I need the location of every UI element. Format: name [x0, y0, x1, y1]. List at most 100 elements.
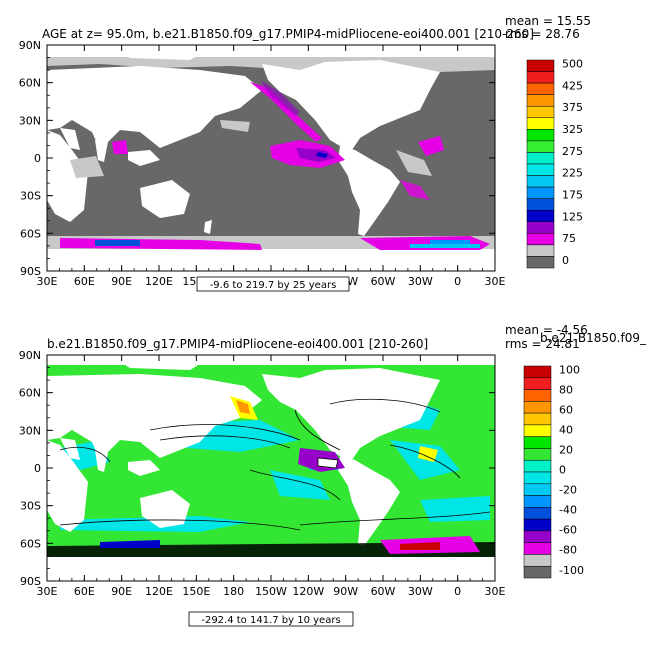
- colorbar-swatch: [526, 221, 555, 234]
- x-tick-label: 150E: [182, 585, 210, 598]
- panel-2-title-overlap: b.e21.B1850.f09_: [540, 331, 647, 345]
- y-tick-label: 0: [34, 152, 41, 165]
- colorbar-swatch: [523, 389, 552, 402]
- colorbar-swatch: [526, 71, 555, 84]
- colorbar-label: -40: [559, 504, 577, 517]
- colorbar-swatch: [526, 117, 555, 130]
- colorbar-swatch: [523, 507, 552, 520]
- panel-2-map: [47, 355, 495, 581]
- panel-2-axes: 30E 60E 90E 120E 150E 180 150W 120W 90W 60W 30W 0 30…: [19, 349, 506, 598]
- colorbar-swatch: [526, 140, 555, 153]
- x-tick-label: 90W: [333, 585, 358, 598]
- colorbar-label: -80: [559, 544, 577, 557]
- colorbar-label: 20: [559, 444, 573, 457]
- x-tick-label: 90E: [111, 585, 132, 598]
- y-tick-label: 30S: [20, 500, 41, 513]
- colorbar-label: 175: [562, 188, 583, 201]
- colorbar-swatch: [526, 209, 555, 223]
- colorbar-swatch: [523, 377, 552, 390]
- x-tick-label: 120E: [145, 585, 173, 598]
- colorbar-swatch: [523, 530, 552, 543]
- x-tick-label: 120W: [292, 585, 324, 598]
- panel-1-rms: rms = 28.76: [505, 27, 580, 41]
- panel-2-colorbar: 100 80 60 40 20 0 -20 -40 -60 -80 -100: [523, 364, 584, 579]
- colorbar-label: 0: [562, 254, 569, 267]
- y-tick-label: 60N: [19, 387, 41, 400]
- x-tick-label: 30E: [37, 585, 58, 598]
- colorbar-swatch: [526, 198, 555, 211]
- colorbar-label: 60: [559, 404, 573, 417]
- panel-2: b.e21.B1850.f09_g17.PMIP4-midPliocene-eo…: [19, 323, 647, 627]
- colorbar-swatch: [526, 175, 555, 188]
- colorbar-swatch: [523, 542, 552, 555]
- y-tick-label: 60S: [20, 537, 41, 550]
- colorbar-swatch: [526, 163, 555, 176]
- colorbar-label: 40: [559, 424, 573, 437]
- x-tick-label: 60W: [371, 275, 396, 288]
- x-tick-label: 180: [223, 585, 244, 598]
- colorbar-label: 425: [562, 79, 583, 92]
- x-tick-label: 30W: [408, 585, 433, 598]
- colorbar-swatch: [523, 554, 552, 567]
- y-tick-label: 60N: [19, 77, 41, 90]
- colorbar-swatch: [526, 129, 555, 142]
- y-tick-label: 90N: [19, 349, 41, 362]
- colorbar-swatch: [523, 412, 552, 426]
- y-tick-label: 60S: [20, 227, 41, 240]
- x-tick-label: 30E: [37, 275, 58, 288]
- colorbar-swatch: [523, 471, 552, 485]
- colorbar-swatch: [526, 105, 555, 119]
- panel-1-mean: mean = 15.55: [505, 14, 591, 28]
- x-tick-label: 0: [454, 585, 461, 598]
- colorbar-label: 75: [562, 232, 576, 245]
- x-tick-label: 0: [454, 275, 461, 288]
- y-tick-label: 30N: [19, 424, 41, 437]
- colorbar-swatch: [526, 59, 555, 72]
- panel-2-title: b.e21.B1850.f09_g17.PMIP4-midPliocene-eo…: [47, 337, 428, 351]
- panel-1-contour-info: -9.6 to 219.7 by 25 years: [210, 280, 337, 291]
- colorbar-label: 375: [562, 101, 583, 114]
- x-tick-label: 120E: [145, 275, 173, 288]
- colorbar-label: 225: [562, 167, 583, 180]
- colorbar-label: -20: [559, 484, 577, 497]
- x-tick-label: 30E: [485, 275, 506, 288]
- colorbar-swatch: [523, 436, 552, 449]
- y-tick-label: 90N: [19, 39, 41, 52]
- panel-2-mean: mean = -4.56: [505, 323, 588, 337]
- colorbar-swatch: [526, 233, 555, 246]
- panel-2-contour-info: -292.4 to 141.7 by 10 years: [201, 615, 340, 626]
- x-tick-label: 150W: [255, 585, 287, 598]
- panel-1: AGE at z= 95.0m, b.e21.B1850.f09_g17.PMI…: [19, 14, 591, 292]
- colorbar-label: -60: [559, 524, 577, 537]
- colorbar-swatch: [523, 495, 552, 508]
- y-tick-label: 0: [34, 462, 41, 475]
- colorbar-label: 0: [559, 464, 566, 477]
- y-tick-label: 90S: [20, 575, 41, 588]
- colorbar-label: 500: [562, 57, 583, 70]
- panel-1-map: [47, 45, 495, 271]
- y-tick-label: 30S: [20, 190, 41, 203]
- colorbar-label: 80: [559, 384, 573, 397]
- colorbar-label: 100: [559, 364, 580, 377]
- colorbar-swatch: [526, 256, 555, 269]
- colorbar-label: -100: [559, 564, 584, 577]
- colorbar-swatch: [523, 365, 552, 379]
- colorbar-label: 325: [562, 123, 583, 136]
- panel-1-title: AGE at z= 95.0m, b.e21.B1850.f09_g17.PMI…: [42, 27, 534, 41]
- x-tick-label: 60W: [371, 585, 396, 598]
- age-anomaly-patches: [60, 80, 490, 250]
- colorbar-swatch: [526, 152, 555, 165]
- colorbar-swatch: [526, 244, 555, 257]
- panel-1-colorbar: 500 425 375 325 275 225 175 125 75 0: [526, 57, 583, 269]
- colorbar-swatch: [523, 459, 552, 473]
- y-tick-label: 30N: [19, 114, 41, 127]
- colorbar-swatch: [523, 518, 552, 532]
- colorbar-swatch: [526, 82, 555, 95]
- y-tick-label: 90S: [20, 265, 41, 278]
- x-tick-label: 60E: [74, 585, 95, 598]
- colorbar-swatch: [523, 565, 552, 579]
- x-tick-label: 30W: [408, 275, 433, 288]
- panel-1-contour-info-box: [196, 276, 350, 292]
- colorbar-swatch: [526, 94, 555, 107]
- x-tick-label: 60E: [74, 275, 95, 288]
